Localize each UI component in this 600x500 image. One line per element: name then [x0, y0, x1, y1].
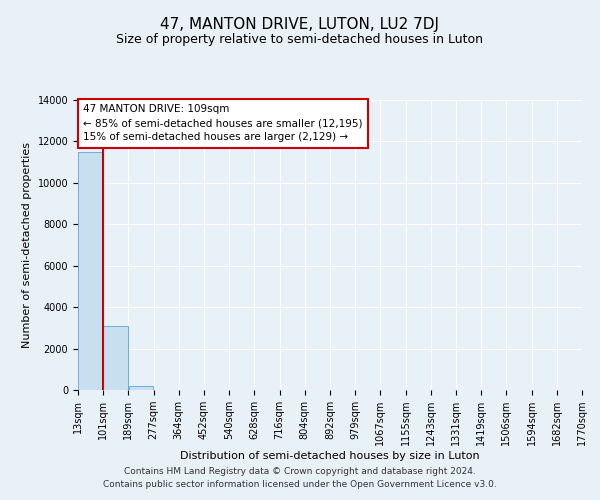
- Text: Contains HM Land Registry data © Crown copyright and database right 2024.: Contains HM Land Registry data © Crown c…: [124, 467, 476, 476]
- Text: 47 MANTON DRIVE: 109sqm
← 85% of semi-detached houses are smaller (12,195)
15% o: 47 MANTON DRIVE: 109sqm ← 85% of semi-de…: [83, 104, 362, 142]
- X-axis label: Distribution of semi-detached houses by size in Luton: Distribution of semi-detached houses by …: [180, 451, 480, 461]
- Text: Contains public sector information licensed under the Open Government Licence v3: Contains public sector information licen…: [103, 480, 497, 489]
- Text: 47, MANTON DRIVE, LUTON, LU2 7DJ: 47, MANTON DRIVE, LUTON, LU2 7DJ: [161, 18, 439, 32]
- Text: Size of property relative to semi-detached houses in Luton: Size of property relative to semi-detach…: [116, 32, 484, 46]
- Bar: [103, 326, 128, 390]
- Y-axis label: Number of semi-detached properties: Number of semi-detached properties: [22, 142, 32, 348]
- Bar: [78, 152, 103, 390]
- Bar: [128, 386, 154, 390]
